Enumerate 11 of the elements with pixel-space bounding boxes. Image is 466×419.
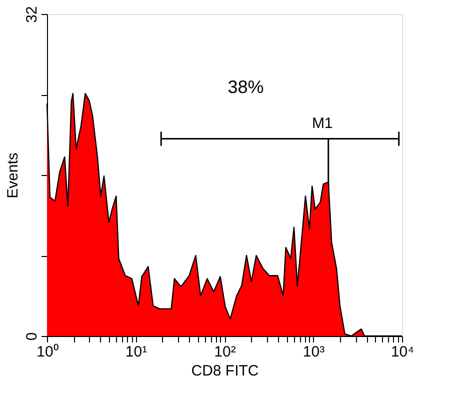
x-tick-label: 10¹	[125, 344, 148, 360]
y-axis-title: Events	[4, 152, 22, 198]
x-tick-label: 10⁴	[390, 344, 414, 360]
x-tick-label: 10³	[302, 344, 325, 360]
x-tick-label: 10⁰	[36, 344, 58, 360]
annotation: 38%	[228, 77, 264, 98]
x-axis-title: CD8 FITC	[191, 362, 259, 380]
x-tick-label: 10²	[214, 344, 236, 360]
y-tick-label: 32	[24, 6, 40, 23]
ref-line-label: M1	[312, 114, 333, 132]
y-tick-label: 0	[24, 332, 40, 341]
